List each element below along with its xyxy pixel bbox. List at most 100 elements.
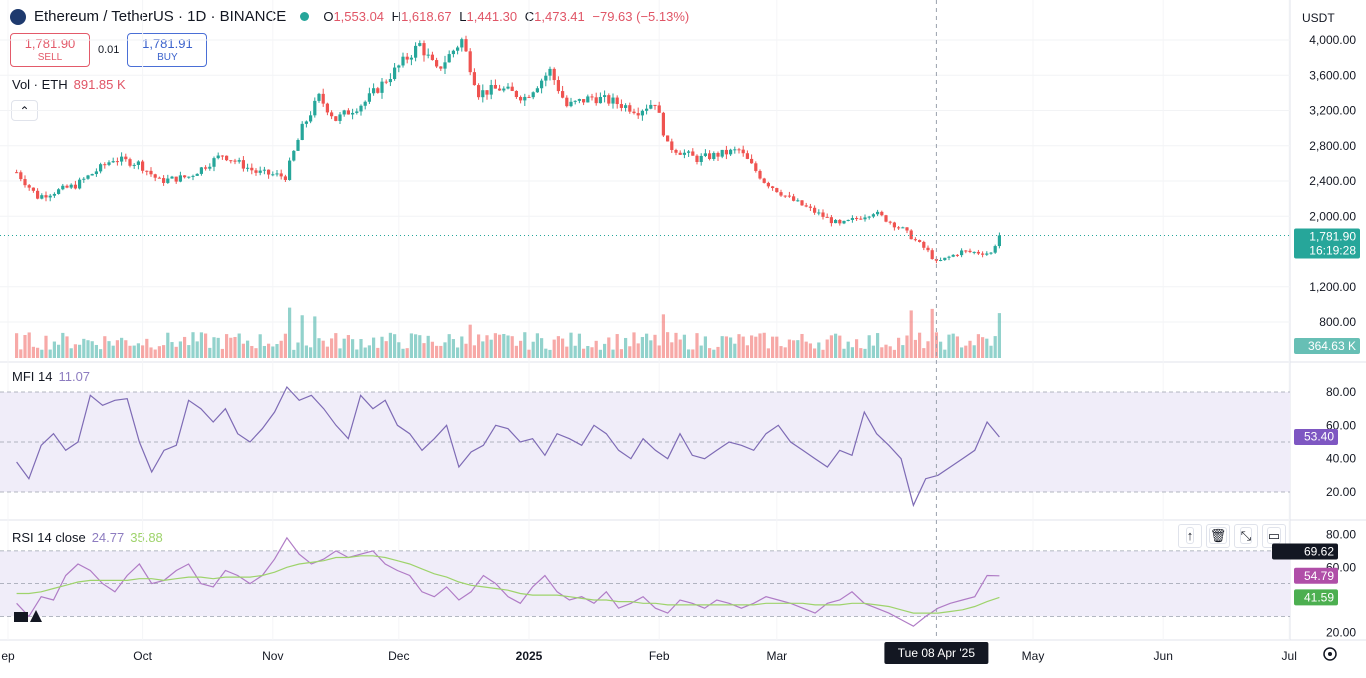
candle-body bbox=[582, 99, 586, 103]
volume-bar bbox=[435, 345, 439, 358]
rsi-tick-label: 80.00 bbox=[1326, 528, 1356, 542]
candle-body bbox=[741, 149, 745, 154]
candle-body bbox=[65, 185, 69, 188]
volume-bar bbox=[246, 340, 250, 358]
candle-body bbox=[716, 152, 720, 157]
move-pane-up-button[interactable]: ↑ bbox=[1178, 524, 1202, 548]
rsi-value-badge bbox=[1294, 567, 1338, 584]
candle-body bbox=[414, 45, 418, 58]
pane-toolbar: ↑ 🗑 ⤡ ▭ bbox=[1178, 524, 1286, 548]
volume-bar bbox=[922, 348, 926, 358]
rsi-line-rsi-ma bbox=[16, 555, 1000, 614]
candle-body bbox=[208, 166, 212, 169]
candle-body bbox=[61, 185, 65, 190]
volume-bar bbox=[418, 335, 422, 358]
volume-bar bbox=[678, 339, 682, 358]
candle-body bbox=[40, 195, 44, 199]
candle-body bbox=[708, 153, 712, 160]
candle-body bbox=[73, 184, 77, 189]
time-tick-label: 2025 bbox=[516, 649, 543, 663]
volume-bar bbox=[141, 345, 145, 358]
volume-bar bbox=[972, 345, 976, 358]
high-value: 1,618.67 bbox=[401, 9, 452, 24]
volume-bar bbox=[733, 343, 737, 358]
volume-bar bbox=[502, 333, 506, 358]
candle-body bbox=[325, 103, 329, 113]
candle-body bbox=[695, 155, 699, 162]
volume-bar bbox=[842, 348, 846, 358]
volume-bar bbox=[359, 339, 363, 358]
candle-body bbox=[565, 97, 569, 107]
candle-body bbox=[464, 39, 468, 52]
volume-bar bbox=[149, 347, 153, 358]
volume-bar bbox=[863, 348, 867, 358]
buy-label: BUY bbox=[157, 52, 178, 63]
candle-body bbox=[573, 100, 577, 102]
volume-bar bbox=[741, 336, 745, 358]
candle-body bbox=[561, 91, 565, 98]
mfi-legend[interactable]: MFI 14 11.07 bbox=[12, 369, 90, 384]
candle-body bbox=[304, 121, 308, 124]
volume-bar bbox=[582, 348, 586, 358]
currency-selector[interactable]: USDT bbox=[1302, 11, 1335, 25]
candle-body bbox=[636, 113, 640, 116]
collapse-pane-button[interactable]: ⤡ bbox=[1234, 524, 1258, 548]
rsi-legend[interactable]: RSI 14 close 24.77 35.88 bbox=[12, 530, 163, 545]
volume-bar bbox=[57, 344, 61, 358]
volume-bar bbox=[939, 341, 943, 358]
crosshair-date-badge bbox=[884, 642, 989, 664]
candle-body bbox=[611, 97, 615, 104]
volume-bar bbox=[233, 336, 237, 358]
volume-legend[interactable]: Vol · ETH 891.85 K bbox=[12, 77, 126, 92]
symbol-title[interactable]: Ethereum / TetherUS · 1D · BINANCE bbox=[34, 8, 287, 25]
candle-body bbox=[993, 246, 997, 253]
candle-body bbox=[342, 110, 346, 115]
candle-body bbox=[783, 195, 787, 197]
candle-body bbox=[825, 216, 829, 218]
volume-bar bbox=[153, 349, 157, 358]
candle-body bbox=[661, 112, 665, 136]
volume-bar bbox=[918, 332, 922, 358]
candle-body bbox=[787, 195, 791, 197]
mfi-pane[interactable]: 80.00 60.00 40.00 20.00 53.40 bbox=[0, 385, 1356, 508]
candle-body bbox=[393, 67, 397, 80]
candle-body bbox=[687, 151, 691, 153]
volume-bar bbox=[111, 345, 115, 358]
candle-body bbox=[31, 187, 35, 191]
volume-bar bbox=[712, 349, 716, 358]
candle-body bbox=[422, 43, 426, 56]
volume-bar bbox=[464, 343, 468, 358]
delete-pane-button[interactable]: 🗑 bbox=[1206, 524, 1230, 548]
candle-body bbox=[997, 235, 1001, 247]
candle-body bbox=[157, 177, 161, 179]
volume-bar bbox=[355, 349, 359, 358]
low-label: L bbox=[459, 9, 467, 24]
time-tick-label: Nov bbox=[262, 649, 283, 663]
rsi-value-label: 69.62 bbox=[1304, 545, 1334, 559]
volume-legend-value: 891.85 K bbox=[73, 77, 126, 92]
candle-body bbox=[477, 85, 481, 98]
candle-body bbox=[926, 247, 930, 251]
candle-body bbox=[888, 221, 892, 223]
volume-bar bbox=[985, 338, 989, 358]
mfi-last-label: 53.40 bbox=[1304, 429, 1334, 443]
volume-bar bbox=[178, 341, 182, 358]
candle-body bbox=[556, 80, 560, 92]
volume-bar bbox=[195, 341, 199, 358]
volume-bar bbox=[909, 310, 913, 358]
volume-bar bbox=[346, 335, 350, 358]
time-tick-label: Jun bbox=[1154, 649, 1173, 663]
rsi-value-label: 41.59 bbox=[1304, 590, 1334, 604]
candle-body bbox=[493, 84, 497, 89]
volume-bar bbox=[535, 333, 539, 358]
volume-bar bbox=[401, 348, 405, 358]
tradingview-logo-mark bbox=[30, 610, 42, 622]
candle-body bbox=[44, 195, 48, 198]
candle-body bbox=[288, 160, 292, 180]
candle-body bbox=[330, 112, 334, 117]
volume-bar bbox=[275, 344, 279, 358]
volume-bar bbox=[296, 342, 300, 358]
